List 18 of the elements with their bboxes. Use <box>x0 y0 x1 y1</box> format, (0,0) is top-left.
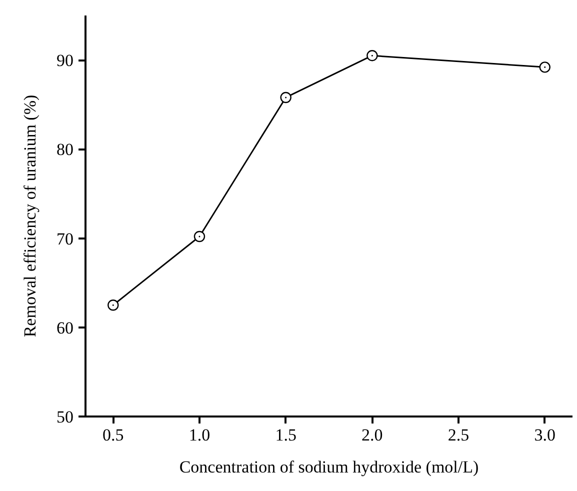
x-tick-label: 2.0 <box>362 426 383 444</box>
x-tick-label: 3.0 <box>534 426 556 444</box>
y-tick-label: 50 <box>56 408 74 426</box>
x-tick-label: 0.5 <box>102 426 124 444</box>
point <box>108 300 119 311</box>
y-tick-label: 60 <box>56 318 74 338</box>
x-tick-label: 1.5 <box>275 426 296 444</box>
point <box>366 50 378 62</box>
y-tick-label: 70 <box>56 229 74 248</box>
x-axis-title: Concentration of sodium hydroxide (mol/L) <box>179 458 479 476</box>
y-tick-label: 80 <box>56 140 74 160</box>
point <box>194 230 206 242</box>
y-axis-title: Removal efficiency of uranium (%) <box>20 94 40 338</box>
y-tick-label: 90 <box>56 51 74 70</box>
point <box>539 62 550 73</box>
point <box>280 92 292 104</box>
x-tick-label: 1.0 <box>188 426 210 444</box>
x-tick-label: 2.5 <box>448 426 470 444</box>
